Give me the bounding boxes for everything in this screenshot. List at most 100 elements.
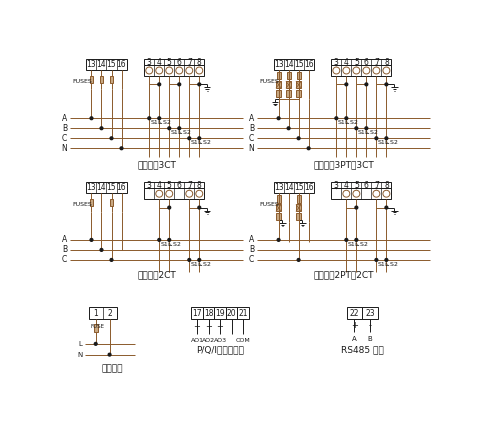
- Text: S1⊾S2: S1⊾S2: [170, 130, 191, 136]
- Circle shape: [287, 127, 289, 130]
- Bar: [191, 307, 202, 319]
- Text: -: -: [367, 321, 371, 330]
- Text: 8: 8: [383, 181, 388, 190]
- Bar: [144, 59, 204, 65]
- Text: N: N: [77, 352, 82, 358]
- Text: 22: 22: [349, 308, 359, 318]
- Circle shape: [354, 238, 357, 241]
- Bar: [286, 72, 290, 79]
- Text: 7: 7: [373, 181, 378, 190]
- Text: 4: 4: [343, 58, 348, 66]
- Text: B: B: [62, 124, 67, 133]
- Circle shape: [157, 238, 160, 241]
- Text: *: *: [187, 187, 190, 192]
- Text: S1⊾S2: S1⊾S2: [190, 140, 211, 145]
- Text: 15: 15: [106, 183, 116, 192]
- Text: S1⊾S2: S1⊾S2: [347, 242, 368, 247]
- Circle shape: [332, 67, 339, 74]
- Text: 4: 4: [156, 181, 161, 190]
- Text: S1⊾S2: S1⊾S2: [151, 121, 171, 125]
- Bar: [331, 182, 391, 188]
- Circle shape: [110, 137, 113, 139]
- Text: *: *: [354, 187, 357, 192]
- Text: S1⊾S2: S1⊾S2: [357, 130, 378, 136]
- Bar: [275, 81, 281, 88]
- Circle shape: [297, 259, 300, 261]
- Text: FUSES: FUSES: [259, 79, 279, 84]
- Text: 辅助电源: 辅助电源: [101, 364, 122, 373]
- Text: A: A: [351, 336, 356, 342]
- Circle shape: [342, 67, 349, 74]
- Text: FUSES: FUSES: [73, 202, 92, 207]
- Bar: [90, 76, 93, 83]
- Circle shape: [146, 67, 152, 74]
- Circle shape: [108, 353, 111, 356]
- Bar: [331, 188, 391, 199]
- Text: AO3: AO3: [213, 337, 226, 342]
- Circle shape: [344, 117, 347, 120]
- Text: 3: 3: [147, 58, 151, 66]
- Circle shape: [277, 117, 279, 120]
- Bar: [86, 182, 126, 193]
- Circle shape: [166, 67, 172, 74]
- Text: 三相三线2CT: 三相三线2CT: [137, 270, 176, 279]
- Text: 7: 7: [186, 181, 191, 190]
- Text: A: A: [62, 235, 67, 244]
- Bar: [144, 188, 204, 199]
- Circle shape: [384, 137, 387, 139]
- Text: +: +: [350, 321, 357, 330]
- Text: 14: 14: [283, 183, 293, 192]
- Bar: [296, 195, 300, 202]
- Bar: [202, 307, 214, 319]
- Text: 7: 7: [186, 58, 191, 66]
- Bar: [346, 307, 362, 319]
- Circle shape: [187, 137, 190, 139]
- Text: 5: 5: [353, 58, 358, 66]
- Text: 14: 14: [283, 60, 293, 69]
- Bar: [109, 199, 113, 206]
- Text: 16: 16: [117, 183, 126, 192]
- Bar: [362, 307, 377, 319]
- Text: *: *: [148, 64, 151, 69]
- Bar: [296, 72, 300, 79]
- Bar: [295, 81, 301, 88]
- Bar: [273, 182, 313, 193]
- Text: C: C: [62, 134, 67, 143]
- Text: 14: 14: [96, 60, 106, 69]
- Bar: [90, 199, 93, 206]
- Text: 2: 2: [107, 308, 112, 318]
- Text: 16: 16: [117, 60, 126, 69]
- Text: S1⊾S2: S1⊾S2: [161, 242, 182, 247]
- Bar: [331, 65, 391, 76]
- Circle shape: [344, 83, 347, 86]
- Text: 6: 6: [363, 181, 368, 190]
- Circle shape: [167, 127, 170, 130]
- Circle shape: [90, 238, 92, 241]
- Text: 8: 8: [383, 58, 388, 66]
- Circle shape: [100, 127, 103, 130]
- Circle shape: [175, 67, 182, 74]
- Circle shape: [352, 67, 359, 74]
- Text: 6: 6: [177, 58, 182, 66]
- Circle shape: [120, 147, 122, 150]
- Circle shape: [306, 147, 309, 150]
- Bar: [93, 324, 97, 332]
- Bar: [86, 59, 126, 70]
- Text: 16: 16: [303, 183, 313, 192]
- Text: B: B: [249, 246, 254, 254]
- Text: 15: 15: [293, 60, 303, 69]
- Text: 13: 13: [273, 60, 283, 69]
- Text: 21: 21: [238, 308, 247, 318]
- Text: 23: 23: [364, 308, 374, 318]
- Text: +: +: [193, 322, 200, 330]
- Circle shape: [384, 259, 387, 261]
- Text: 三相三线2PT、2CT: 三相三线2PT、2CT: [313, 270, 373, 279]
- Text: 6: 6: [363, 58, 368, 66]
- Text: 14: 14: [96, 183, 106, 192]
- Circle shape: [342, 190, 349, 197]
- Text: COM: COM: [235, 337, 250, 342]
- Circle shape: [197, 206, 200, 209]
- Circle shape: [374, 137, 377, 139]
- Circle shape: [297, 137, 300, 139]
- Text: S1⊾S2: S1⊾S2: [377, 262, 398, 267]
